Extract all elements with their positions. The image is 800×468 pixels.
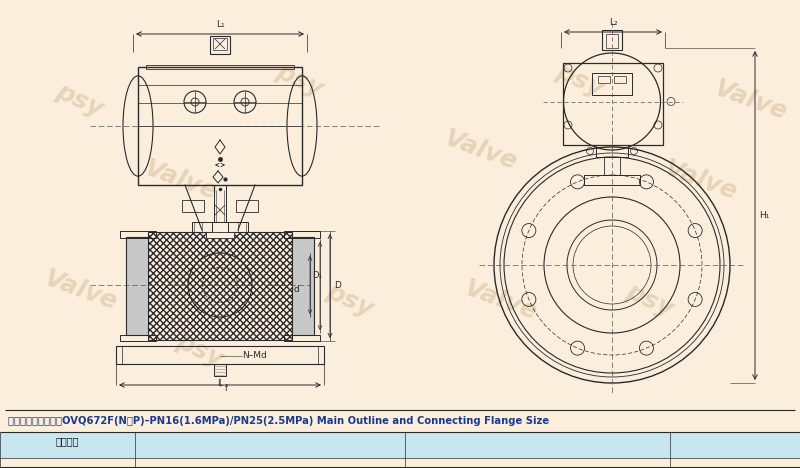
- Text: psy: psy: [273, 59, 327, 101]
- Bar: [236, 200, 258, 212]
- Bar: [120, 335, 156, 341]
- Bar: [122, 346, 318, 364]
- Bar: [148, 232, 292, 340]
- Bar: [584, 175, 640, 185]
- Bar: [292, 237, 314, 335]
- Bar: [214, 185, 226, 230]
- Text: L: L: [218, 379, 222, 388]
- Bar: [606, 34, 618, 48]
- Bar: [210, 36, 230, 54]
- Text: Valve: Valve: [660, 156, 740, 205]
- Text: psy: psy: [173, 329, 227, 371]
- Text: Valve: Valve: [460, 276, 540, 324]
- Text: psy: psy: [553, 59, 607, 101]
- Text: psy: psy: [322, 279, 378, 321]
- Text: N–Md: N–Md: [242, 351, 266, 360]
- Bar: [604, 157, 620, 175]
- Bar: [192, 222, 248, 232]
- Text: 公称通径: 公称通径: [55, 436, 78, 446]
- Bar: [563, 63, 663, 145]
- Bar: [206, 232, 234, 238]
- Bar: [194, 222, 202, 232]
- Bar: [0, 432, 800, 458]
- Text: L₂: L₂: [609, 18, 618, 27]
- Text: H₁: H₁: [759, 211, 770, 220]
- Text: d: d: [294, 285, 300, 294]
- Bar: [212, 222, 228, 234]
- Bar: [116, 346, 324, 364]
- Bar: [182, 200, 204, 212]
- Text: psy: psy: [622, 279, 678, 321]
- Bar: [146, 65, 294, 69]
- Bar: [120, 231, 156, 238]
- Text: D₁: D₁: [312, 271, 322, 280]
- Bar: [238, 222, 246, 232]
- Text: Valve: Valve: [440, 126, 520, 174]
- Bar: [284, 231, 320, 238]
- Bar: [596, 145, 628, 157]
- Text: psy: psy: [53, 79, 107, 121]
- Bar: [214, 364, 226, 376]
- Text: D: D: [334, 281, 341, 291]
- Bar: [284, 335, 320, 341]
- Text: L₁: L₁: [216, 20, 224, 29]
- Bar: [213, 38, 227, 50]
- Text: f: f: [225, 384, 228, 393]
- Bar: [614, 76, 626, 83]
- Bar: [592, 73, 632, 95]
- Text: Valve: Valve: [140, 156, 220, 205]
- Text: 主要外形及连接尺寸OVQ672F(N、P)–PN16(1.6MPa)/PN25(2.5MPa) Main Outline and Connecting Flan: 主要外形及连接尺寸OVQ672F(N、P)–PN16(1.6MPa)/PN25(…: [8, 416, 549, 426]
- Bar: [602, 30, 622, 50]
- Text: Valve: Valve: [710, 76, 790, 124]
- Bar: [126, 237, 148, 335]
- Text: Valve: Valve: [40, 266, 120, 314]
- Bar: [598, 76, 610, 83]
- Bar: [138, 67, 302, 185]
